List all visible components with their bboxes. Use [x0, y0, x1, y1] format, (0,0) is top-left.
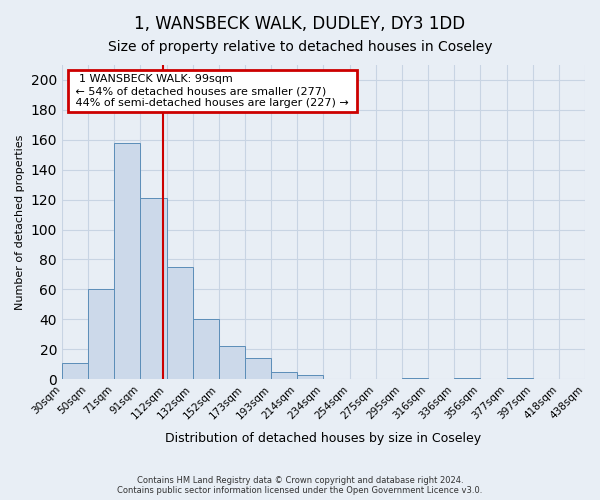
Bar — [88, 290, 114, 379]
Text: 1 WANSBECK WALK: 99sqm  
 ← 54% of detached houses are smaller (277) 
 44% of se: 1 WANSBECK WALK: 99sqm ← 54% of detached… — [73, 74, 353, 108]
Bar — [298, 374, 323, 379]
Bar — [271, 372, 298, 379]
Text: 1, WANSBECK WALK, DUDLEY, DY3 1DD: 1, WANSBECK WALK, DUDLEY, DY3 1DD — [134, 15, 466, 33]
X-axis label: Distribution of detached houses by size in Coseley: Distribution of detached houses by size … — [166, 432, 482, 445]
Bar — [402, 378, 428, 379]
Text: Contains HM Land Registry data © Crown copyright and database right 2024.
Contai: Contains HM Land Registry data © Crown c… — [118, 476, 482, 495]
Bar — [62, 362, 88, 379]
Y-axis label: Number of detached properties: Number of detached properties — [15, 134, 25, 310]
Bar — [193, 320, 219, 379]
Bar — [167, 267, 193, 379]
Bar — [140, 198, 167, 379]
Text: Size of property relative to detached houses in Coseley: Size of property relative to detached ho… — [108, 40, 492, 54]
Bar — [245, 358, 271, 379]
Bar — [454, 378, 481, 379]
Bar — [219, 346, 245, 379]
Bar — [506, 378, 533, 379]
Bar — [114, 143, 140, 379]
